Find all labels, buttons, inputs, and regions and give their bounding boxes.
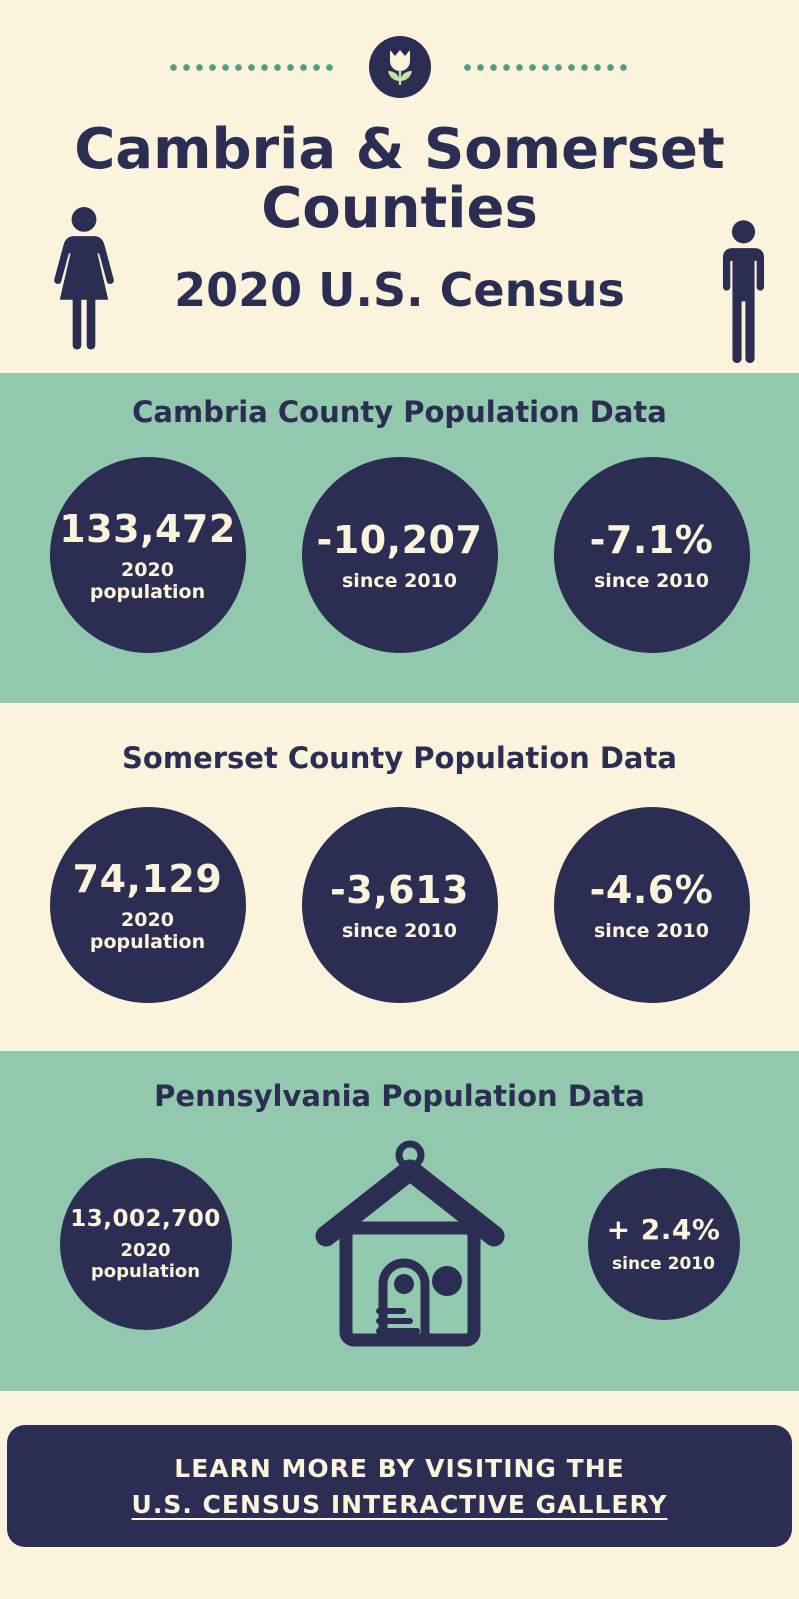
stat-value: 133,472 [59, 506, 236, 551]
header-top-row [0, 0, 799, 98]
stat-label: since 2010 [342, 569, 457, 592]
stat-label: since 2010 [342, 919, 457, 942]
stat-value: 13,002,700 [70, 1205, 221, 1232]
page-title: Cambria & Somerset Counties [0, 120, 799, 239]
stat-value: -4.6% [589, 867, 714, 912]
stat-circle-somerset-change: -3,613 since 2010 [301, 807, 498, 1003]
stat-label: 2020 population [90, 1239, 201, 1282]
stat-circle-pa-percent: + 2.4% since 2010 [587, 1168, 740, 1320]
title-line-1: Cambria & Somerset [74, 117, 725, 182]
cambria-section-title: Cambria County Population Data [132, 395, 667, 429]
stat-circle-cambria-change: -10,207 since 2010 [301, 457, 498, 653]
somerset-section-title: Somerset County Population Data [122, 741, 677, 775]
banner-text: LEARN MORE BY VISITING THE [174, 1453, 625, 1483]
house-icon [315, 1140, 504, 1347]
pennsylvania-section: Pennsylvania Population Data 13,002,700 … [0, 1051, 799, 1391]
stat-circle-pa-population: 13,002,700 2020 population [59, 1158, 232, 1330]
cambria-section: Cambria County Population Data 133,472 2… [0, 373, 799, 703]
stat-value: 74,129 [72, 856, 223, 901]
learn-more-banner: LEARN MORE BY VISITING THE U.S. CENSUS I… [7, 1425, 792, 1547]
stat-value: -7.1% [589, 517, 714, 562]
pennsylvania-stats-row: 13,002,700 2020 population + 2.4% [0, 1137, 799, 1351]
woman-icon [54, 207, 114, 350]
house-illustration [310, 1137, 510, 1351]
header: Cambria & Somerset Counties 2020 U.S. Ce… [0, 0, 799, 373]
stat-label: 2020 population [89, 558, 206, 603]
stat-value: -3,613 [330, 867, 469, 912]
somerset-stats-row: 74,129 2020 population -3,613 since 2010… [0, 807, 799, 1003]
stat-label: since 2010 [594, 919, 709, 942]
dotted-divider-right [460, 63, 633, 71]
man-icon [722, 220, 765, 364]
stat-label: since 2010 [594, 569, 709, 592]
stat-value: -10,207 [316, 517, 483, 562]
stat-label: since 2010 [612, 1254, 715, 1275]
somerset-section: Somerset County Population Data 74,129 2… [0, 703, 799, 1051]
logo-badge [368, 36, 431, 98]
census-gallery-link[interactable]: U.S. CENSUS INTERACTIVE GALLERY [131, 1489, 668, 1519]
tulip-icon [387, 50, 412, 85]
stat-circle-cambria-population: 133,472 2020 population [49, 457, 246, 653]
stat-circle-somerset-percent: -4.6% since 2010 [553, 807, 750, 1003]
title-line-2: Counties [261, 176, 538, 242]
stat-label: 2020 population [89, 908, 206, 953]
stat-circle-cambria-percent: -7.1% since 2010 [553, 457, 750, 653]
page-subtitle: 2020 U.S. Census [174, 262, 625, 317]
stat-circle-somerset-population: 74,129 2020 population [49, 807, 246, 1003]
cambria-stats-row: 133,472 2020 population -10,207 since 20… [0, 457, 799, 653]
stat-value: + 2.4% [606, 1213, 721, 1247]
dotted-divider-left [166, 63, 339, 71]
pennsylvania-section-title: Pennsylvania Population Data [154, 1079, 645, 1113]
footer: LEARN MORE BY VISITING THE U.S. CENSUS I… [0, 1425, 799, 1599]
